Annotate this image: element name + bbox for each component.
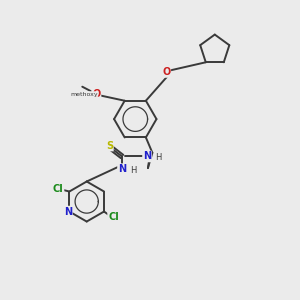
Text: O: O — [92, 89, 101, 99]
Text: N: N — [64, 206, 72, 217]
Text: H: H — [130, 166, 136, 175]
Text: O: O — [162, 67, 170, 77]
Text: N: N — [118, 164, 126, 174]
Text: H: H — [155, 153, 162, 162]
Text: Cl: Cl — [53, 184, 64, 194]
Text: Cl: Cl — [108, 212, 119, 222]
Text: N: N — [143, 152, 151, 161]
Text: S: S — [106, 141, 113, 151]
Text: methoxy: methoxy — [70, 92, 98, 97]
